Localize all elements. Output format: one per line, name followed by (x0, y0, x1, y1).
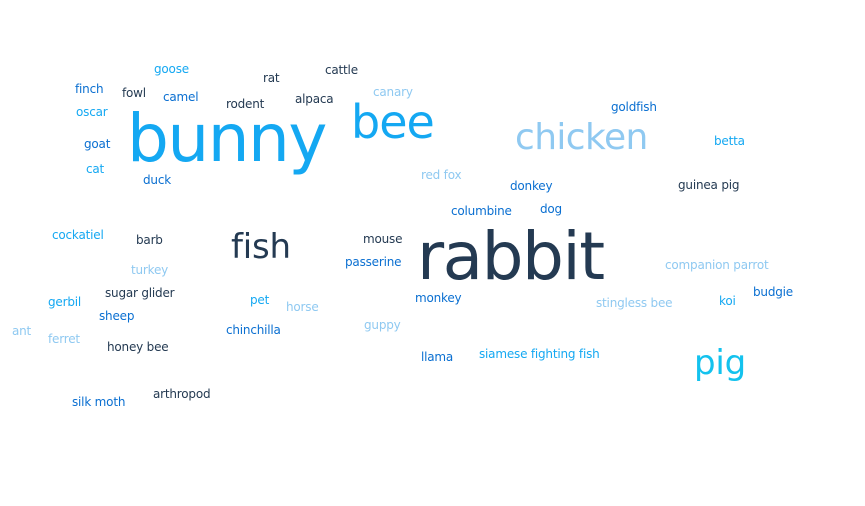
word-duck: duck (143, 173, 171, 187)
word-honey-bee: honey bee (107, 340, 169, 354)
word-sheep: sheep (99, 309, 135, 323)
word-llama: llama (421, 350, 454, 364)
word-finch: finch (75, 82, 104, 96)
word-alpaca: alpaca (295, 92, 334, 106)
word-cattle: cattle (325, 63, 358, 77)
word-horse: horse (286, 300, 319, 314)
word-bee: bee (351, 95, 435, 149)
word-rabbit: rabbit (417, 218, 605, 295)
word-koi: koi (719, 294, 736, 308)
word-canary: canary (373, 85, 413, 99)
word-guinea-pig: guinea pig (678, 178, 740, 192)
word-sugar-glider: sugar glider (105, 286, 175, 300)
word-goldfish: goldfish (611, 100, 657, 114)
word-gerbil: gerbil (48, 295, 82, 309)
word-fowl: fowl (122, 86, 146, 100)
word-fish: fish (231, 227, 291, 267)
word-turkey: turkey (131, 263, 169, 277)
word-rat: rat (263, 71, 280, 85)
word-betta: betta (714, 134, 745, 148)
word-ant: ant (12, 324, 32, 338)
word-donkey: donkey (510, 179, 553, 193)
word-pet: pet (250, 293, 270, 307)
word-goat: goat (84, 137, 111, 151)
word-stingless-bee: stingless bee (596, 296, 673, 310)
word-ferret: ferret (48, 332, 80, 346)
word-columbine: columbine (451, 204, 512, 218)
word-pig: pig (694, 343, 747, 383)
word-rodent: rodent (226, 97, 265, 111)
word-siamese-fighting-fish: siamese fighting fish (479, 347, 600, 361)
word-dog: dog (540, 202, 562, 216)
word-mouse: mouse (363, 232, 403, 246)
word-chinchilla: chinchilla (226, 323, 281, 337)
word-cockatiel: cockatiel (52, 228, 104, 242)
word-camel: camel (163, 90, 199, 104)
word-silk-moth: silk moth (72, 395, 126, 409)
word-guppy: guppy (364, 318, 401, 332)
word-oscar: oscar (76, 105, 108, 119)
word-arthropod: arthropod (153, 387, 211, 401)
word-chicken: chicken (515, 117, 648, 158)
word-red-fox: red fox (421, 168, 462, 182)
word-cat: cat (86, 162, 105, 176)
word-passerine: passerine (345, 255, 402, 269)
word-barb: barb (136, 233, 163, 247)
word-budgie: budgie (753, 285, 793, 299)
word-monkey: monkey (415, 291, 462, 305)
word-bunny: bunny (127, 100, 327, 177)
word-companion-parrot: companion parrot (665, 258, 769, 272)
word-goose: goose (154, 62, 189, 76)
